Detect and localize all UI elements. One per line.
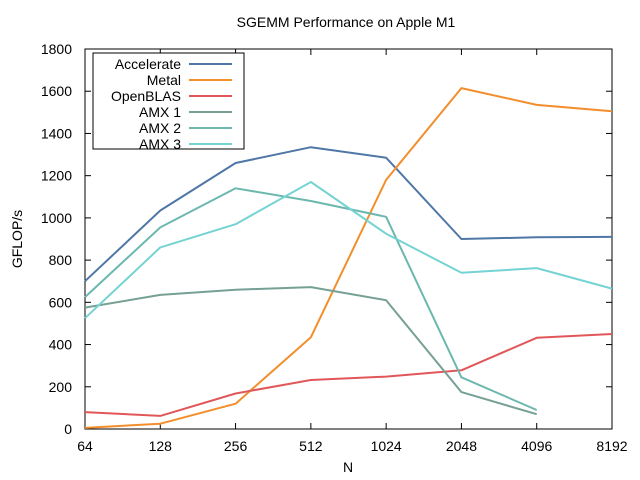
y-tick-label: 1600 <box>41 83 72 99</box>
x-tick-label: 64 <box>77 438 93 454</box>
plot-frame <box>84 48 613 430</box>
y-tick-label: 400 <box>49 337 73 353</box>
series-line-amx-1 <box>84 286 537 416</box>
x-tick-label: 512 <box>299 438 323 454</box>
x-tick-label: 2048 <box>446 438 477 454</box>
x-tick-label: 8192 <box>596 438 627 454</box>
y-tick-label: 1200 <box>41 168 72 184</box>
series-lines <box>84 87 613 429</box>
y-tick-label: 0 <box>64 421 72 437</box>
y-axis-ticks: 0 200 400 600 800 1000 1200 1400 1600 1800 <box>41 41 612 437</box>
x-tick-label: 1024 <box>371 438 402 454</box>
y-tick-label: 200 <box>49 379 73 395</box>
y-axis-label: GFLOP/s <box>9 210 25 268</box>
series-line-accelerate <box>84 146 613 282</box>
x-tick-label: 4096 <box>521 438 552 454</box>
x-tick-label: 128 <box>149 438 173 454</box>
y-tick-label: 1800 <box>41 41 72 57</box>
x-axis-label: N <box>343 459 353 475</box>
legend-label: AMX 3 <box>139 136 181 152</box>
legend-label: OpenBLAS <box>111 88 181 104</box>
legend-label: Metal <box>147 72 181 88</box>
chart-title: SGEMM Performance on Apple M1 <box>237 14 456 30</box>
series-line-amx-2 <box>84 187 538 411</box>
legend-label: AMX 2 <box>139 120 181 136</box>
x-axis-ticks: 64 128 256 512 1024 2048 4096 8192 <box>77 49 628 454</box>
legend-box <box>92 52 245 150</box>
y-tick-label: 800 <box>49 252 73 268</box>
y-tick-label: 1400 <box>41 125 72 141</box>
legend-label: AMX 1 <box>139 104 181 120</box>
series-line-amx-3 <box>84 181 613 319</box>
series-line-openblas <box>84 333 613 417</box>
legend-label: Accelerate <box>115 56 181 72</box>
series-line-metal <box>84 87 613 429</box>
y-tick-label: 600 <box>49 294 73 310</box>
y-tick-label: 1000 <box>41 210 72 226</box>
x-tick-label: 256 <box>224 438 248 454</box>
